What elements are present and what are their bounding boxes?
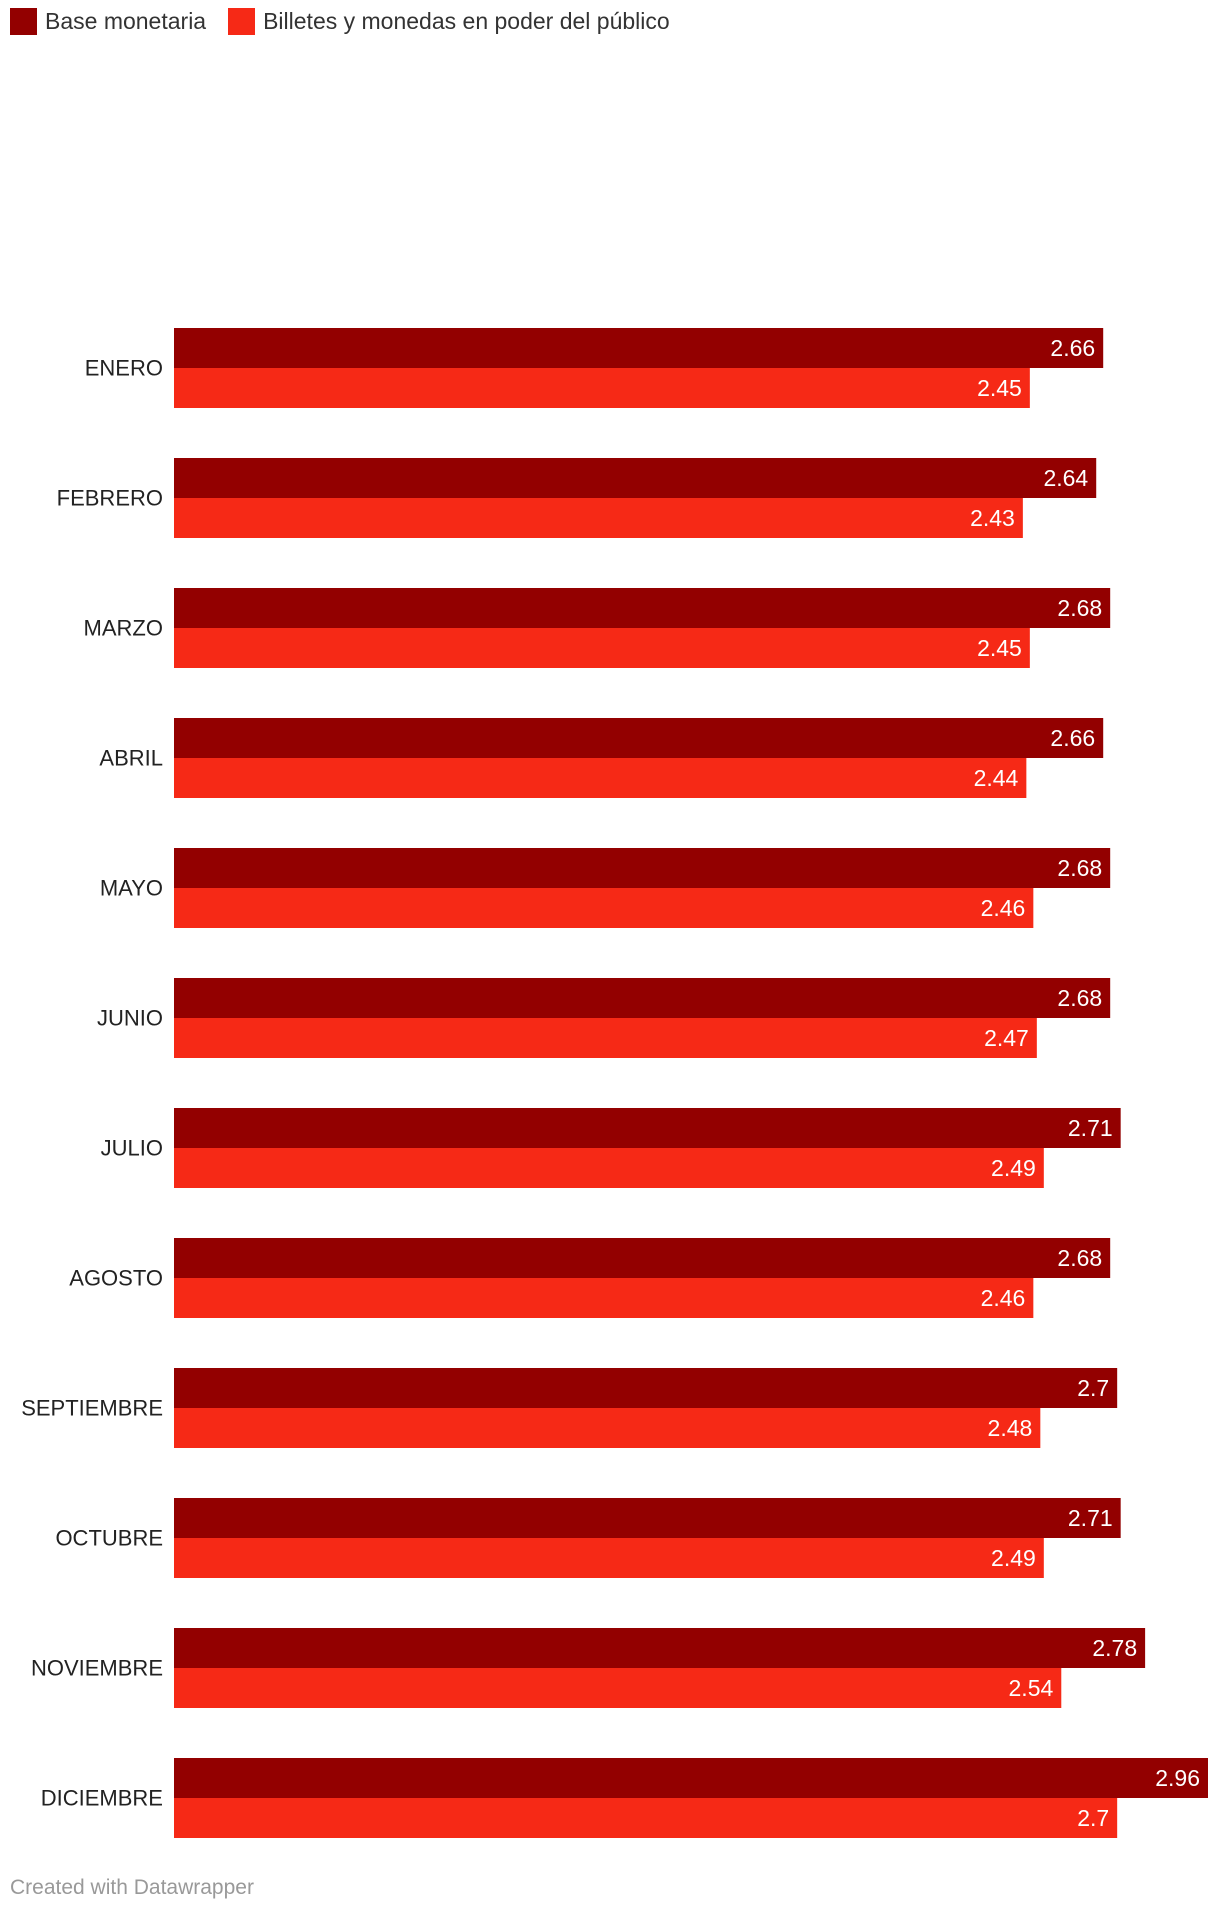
category-label-septiembre: SEPTIEMBRE: [21, 1396, 163, 1421]
value-label-billetes-monedas-enero: 2.45: [977, 375, 1022, 401]
bar-chart: ENERO 2.66 2.45 FEBRERO 2.64 2.43 MARZO 2.68 2.4…: [21, 328, 1208, 1838]
bar-base-monetaria-marzo: [174, 588, 1111, 628]
value-label-base-monetaria-febrero: 2.64: [1043, 465, 1088, 491]
bar-billetes-monedas-noviembre: [174, 1668, 1062, 1708]
category-label-febrero: FEBRERO: [57, 486, 163, 511]
bar-billetes-monedas-febrero: [174, 498, 1023, 538]
value-label-billetes-monedas-noviembre: 2.54: [1009, 1675, 1054, 1701]
bar-base-monetaria-septiembre: [174, 1368, 1118, 1408]
category-label-julio: JULIO: [101, 1136, 163, 1161]
value-label-billetes-monedas-agosto: 2.46: [981, 1285, 1026, 1311]
bar-billetes-monedas-enero: [174, 368, 1030, 408]
bar-billetes-monedas-julio: [174, 1148, 1044, 1188]
footer-credit: Created with Datawrapper: [10, 1876, 254, 1899]
value-label-base-monetaria-septiembre: 2.7: [1077, 1375, 1109, 1401]
value-label-base-monetaria-octubre: 2.71: [1068, 1505, 1113, 1531]
category-label-noviembre: NOVIEMBRE: [31, 1656, 163, 1681]
value-label-base-monetaria-julio: 2.71: [1068, 1115, 1113, 1141]
bar-billetes-monedas-septiembre: [174, 1408, 1041, 1448]
category-label-agosto: AGOSTO: [69, 1266, 163, 1291]
value-label-base-monetaria-enero: 2.66: [1050, 335, 1095, 361]
legend-swatch-billetes-monedas: [228, 8, 256, 35]
chart-legend: Base monetaria Billetes y monedas en pod…: [10, 8, 670, 35]
value-label-billetes-monedas-abril: 2.44: [974, 765, 1019, 791]
bar-base-monetaria-diciembre: [174, 1758, 1208, 1798]
bar-base-monetaria-julio: [174, 1108, 1121, 1148]
bar-billetes-monedas-abril: [174, 758, 1027, 798]
value-label-base-monetaria-junio: 2.68: [1057, 985, 1102, 1011]
bar-base-monetaria-enero: [174, 328, 1104, 368]
value-label-billetes-monedas-junio: 2.47: [984, 1025, 1029, 1051]
category-label-mayo: MAYO: [100, 876, 163, 901]
legend-item-base-monetaria: Base monetaria: [10, 8, 206, 35]
category-label-junio: JUNIO: [97, 1006, 163, 1031]
legend-swatch-base-monetaria: [10, 8, 37, 35]
legend-item-billetes-monedas: Billetes y monedas en poder del público: [228, 8, 670, 35]
bar-base-monetaria-abril: [174, 718, 1104, 758]
bar-billetes-monedas-junio: [174, 1018, 1037, 1058]
value-label-billetes-monedas-diciembre: 2.7: [1077, 1805, 1109, 1831]
value-label-billetes-monedas-mayo: 2.46: [981, 895, 1026, 921]
bar-billetes-monedas-agosto: [174, 1278, 1034, 1318]
bar-base-monetaria-noviembre: [174, 1628, 1146, 1668]
bar-base-monetaria-febrero: [174, 458, 1097, 498]
bar-base-monetaria-agosto: [174, 1238, 1111, 1278]
bar-billetes-monedas-octubre: [174, 1538, 1044, 1578]
category-label-abril: ABRIL: [99, 746, 163, 771]
legend-label-billetes-monedas: Billetes y monedas en poder del público: [263, 8, 670, 34]
legend-label-base-monetaria: Base monetaria: [45, 8, 207, 34]
value-label-base-monetaria-diciembre: 2.96: [1155, 1765, 1200, 1791]
bar-billetes-monedas-marzo: [174, 628, 1030, 668]
value-label-billetes-monedas-julio: 2.49: [991, 1155, 1036, 1181]
value-label-base-monetaria-agosto: 2.68: [1057, 1245, 1102, 1271]
bar-base-monetaria-mayo: [174, 848, 1111, 888]
value-label-billetes-monedas-marzo: 2.45: [977, 635, 1022, 661]
value-label-base-monetaria-noviembre: 2.78: [1092, 1635, 1137, 1661]
bar-base-monetaria-junio: [174, 978, 1111, 1018]
value-label-base-monetaria-marzo: 2.68: [1057, 595, 1102, 621]
bar-billetes-monedas-diciembre: [174, 1798, 1118, 1838]
value-label-billetes-monedas-septiembre: 2.48: [988, 1415, 1033, 1441]
category-label-marzo: MARZO: [84, 616, 163, 641]
value-label-base-monetaria-mayo: 2.68: [1057, 855, 1102, 881]
value-label-billetes-monedas-octubre: 2.49: [991, 1545, 1036, 1571]
value-label-base-monetaria-abril: 2.66: [1050, 725, 1095, 751]
category-label-octubre: OCTUBRE: [55, 1526, 163, 1551]
bar-billetes-monedas-mayo: [174, 888, 1034, 928]
category-label-diciembre: DICIEMBRE: [41, 1786, 163, 1811]
value-label-billetes-monedas-febrero: 2.43: [970, 505, 1015, 531]
bar-base-monetaria-octubre: [174, 1498, 1121, 1538]
category-label-enero: ENERO: [85, 356, 163, 381]
